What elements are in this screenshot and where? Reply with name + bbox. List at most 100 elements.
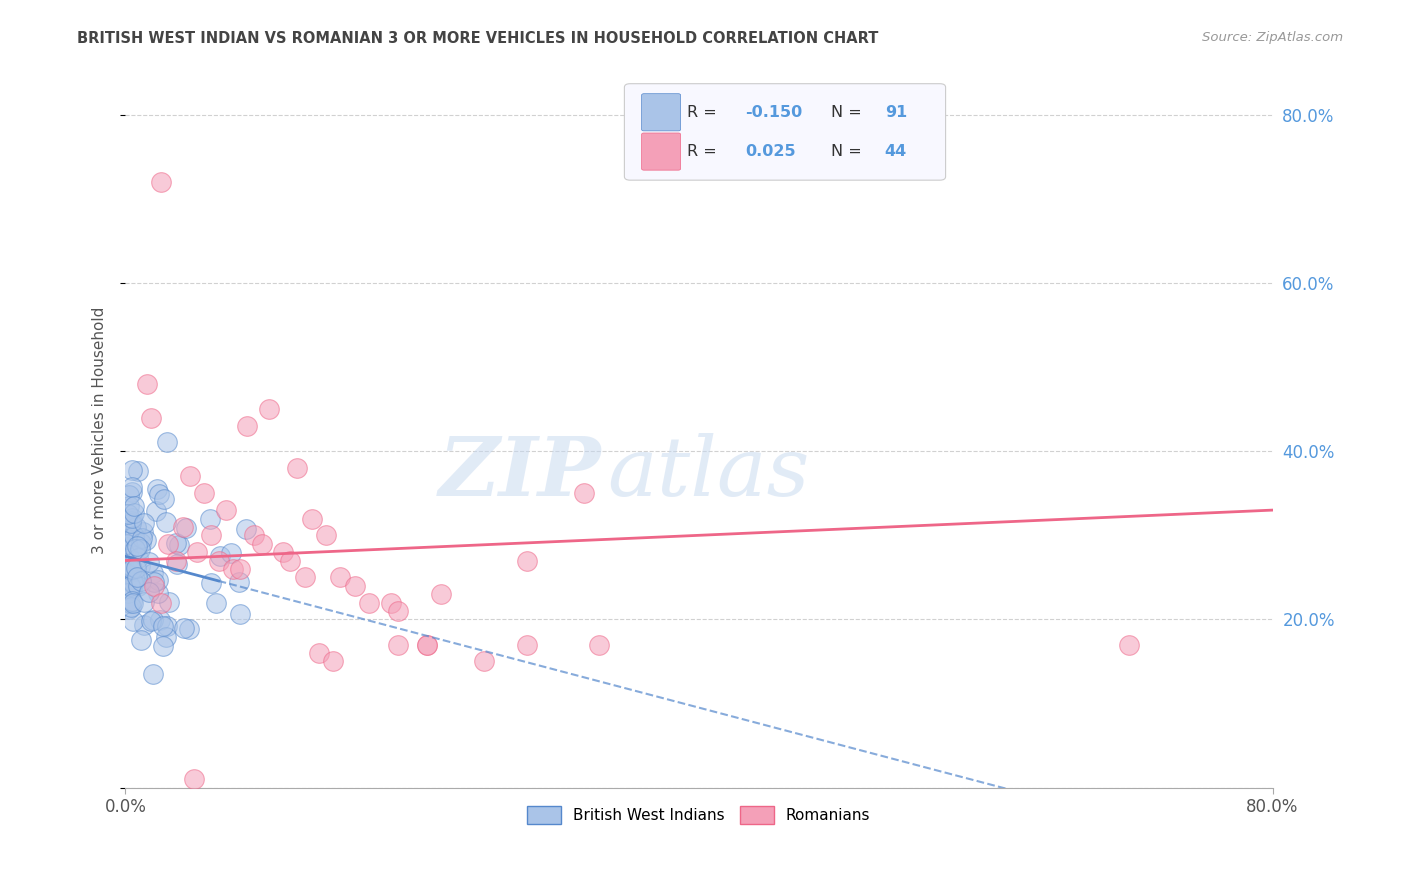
Point bbox=[117, 507, 139, 521]
Point bbox=[131, 531, 153, 545]
Point bbox=[183, 772, 205, 786]
Point bbox=[157, 595, 180, 609]
Point bbox=[173, 620, 195, 634]
Point bbox=[138, 585, 160, 599]
Text: R =: R = bbox=[688, 104, 723, 120]
Legend: British West Indians, Romanians: British West Indians, Romanians bbox=[522, 800, 876, 830]
Point bbox=[301, 511, 323, 525]
Point bbox=[149, 613, 172, 627]
Point bbox=[131, 536, 153, 550]
Point bbox=[215, 503, 238, 517]
FancyBboxPatch shape bbox=[641, 133, 681, 170]
Point bbox=[574, 486, 596, 500]
Point bbox=[430, 587, 453, 601]
Point bbox=[117, 566, 139, 581]
Point bbox=[193, 486, 215, 500]
Point bbox=[115, 524, 138, 538]
Point bbox=[152, 639, 174, 653]
Point bbox=[145, 504, 167, 518]
Point bbox=[129, 542, 152, 557]
Point bbox=[177, 622, 200, 636]
Point bbox=[143, 579, 166, 593]
Point bbox=[294, 570, 316, 584]
Point bbox=[380, 596, 402, 610]
Point bbox=[129, 574, 152, 588]
Point bbox=[322, 654, 344, 668]
Point bbox=[222, 562, 245, 576]
Point bbox=[121, 511, 143, 525]
Point bbox=[415, 638, 437, 652]
Point bbox=[142, 613, 165, 627]
Point bbox=[174, 521, 197, 535]
Point bbox=[135, 533, 157, 547]
Point bbox=[122, 574, 145, 589]
Point bbox=[125, 520, 148, 534]
Point bbox=[198, 512, 221, 526]
Point bbox=[148, 487, 170, 501]
Text: -0.150: -0.150 bbox=[745, 104, 801, 120]
Point bbox=[118, 499, 141, 513]
Point bbox=[122, 531, 145, 545]
Point bbox=[219, 546, 242, 560]
Point bbox=[132, 516, 155, 531]
Point bbox=[122, 576, 145, 591]
Point bbox=[257, 402, 280, 417]
Point bbox=[121, 596, 143, 610]
Point bbox=[250, 537, 273, 551]
Point bbox=[120, 563, 142, 577]
Point bbox=[229, 562, 252, 576]
Point bbox=[207, 553, 229, 567]
Point bbox=[138, 556, 160, 570]
Point bbox=[156, 619, 179, 633]
Text: BRITISH WEST INDIAN VS ROMANIAN 3 OR MORE VEHICLES IN HOUSEHOLD CORRELATION CHAR: BRITISH WEST INDIAN VS ROMANIAN 3 OR MOR… bbox=[77, 31, 879, 46]
Point bbox=[146, 586, 169, 600]
Point bbox=[228, 574, 250, 589]
Point bbox=[127, 464, 149, 478]
Point bbox=[142, 566, 165, 581]
Point bbox=[135, 377, 157, 392]
Point bbox=[132, 524, 155, 539]
Point bbox=[121, 463, 143, 477]
FancyBboxPatch shape bbox=[641, 94, 681, 131]
Point bbox=[200, 528, 222, 542]
Point bbox=[121, 562, 143, 576]
Point bbox=[124, 541, 146, 556]
Text: 0.025: 0.025 bbox=[745, 145, 796, 159]
Point bbox=[243, 528, 266, 542]
Point bbox=[121, 575, 143, 590]
Point bbox=[129, 633, 152, 648]
Point bbox=[152, 619, 174, 633]
Text: 44: 44 bbox=[884, 145, 907, 159]
Point bbox=[132, 594, 155, 608]
Point bbox=[122, 529, 145, 543]
Point bbox=[125, 561, 148, 575]
Point bbox=[387, 638, 409, 652]
Point bbox=[359, 596, 381, 610]
Point bbox=[516, 638, 538, 652]
Point bbox=[124, 573, 146, 587]
Point bbox=[121, 480, 143, 494]
Point bbox=[141, 410, 163, 425]
Point bbox=[122, 506, 145, 520]
Point bbox=[122, 575, 145, 590]
Point bbox=[121, 582, 143, 596]
Point bbox=[235, 522, 257, 536]
Point bbox=[166, 557, 188, 571]
Point bbox=[588, 638, 610, 652]
Point bbox=[118, 596, 141, 610]
Point bbox=[120, 579, 142, 593]
Point bbox=[129, 558, 152, 573]
Point bbox=[121, 594, 143, 608]
Point bbox=[172, 520, 194, 534]
Point bbox=[343, 579, 366, 593]
Point bbox=[117, 547, 139, 561]
Point bbox=[115, 532, 138, 546]
Point bbox=[415, 638, 437, 652]
Point bbox=[153, 491, 176, 506]
Point bbox=[120, 514, 142, 528]
Point bbox=[120, 559, 142, 574]
Point bbox=[155, 630, 177, 644]
Point bbox=[124, 500, 146, 514]
Point bbox=[118, 601, 141, 615]
Point bbox=[150, 175, 173, 189]
